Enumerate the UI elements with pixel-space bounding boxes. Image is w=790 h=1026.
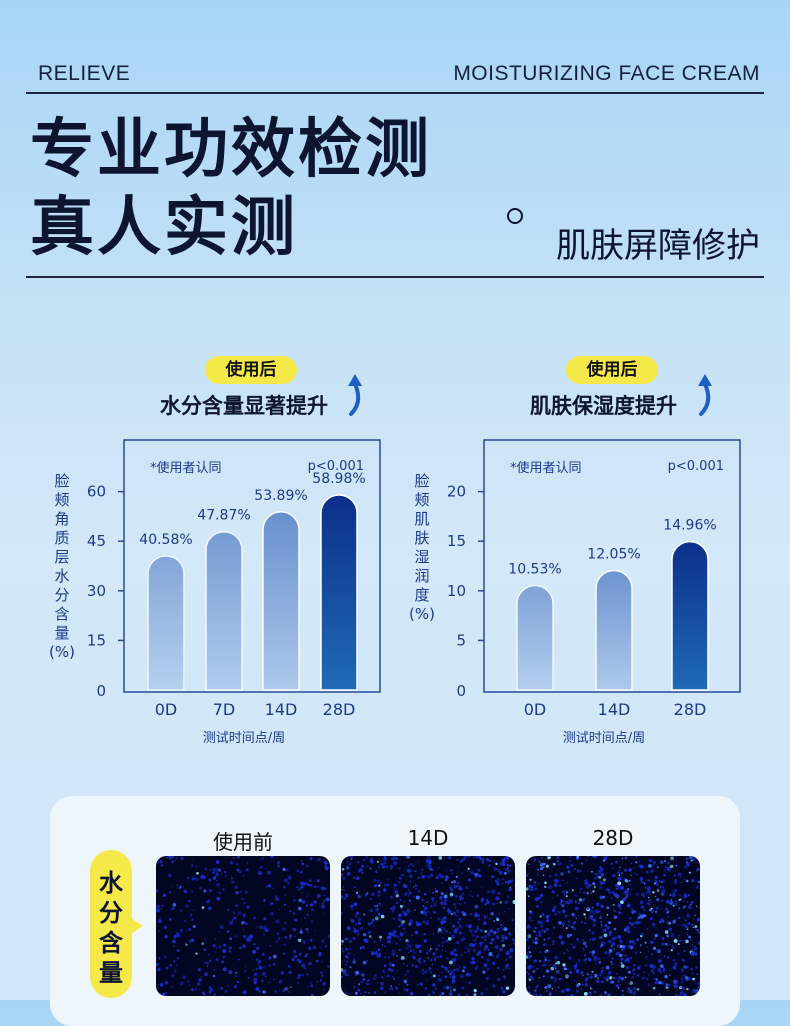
p-value: p<0.001 (308, 459, 364, 474)
bar (671, 540, 709, 691)
speckle-texture (526, 856, 700, 996)
x-tick-label: 7D (213, 700, 236, 719)
y-tick-label: 45 (87, 532, 106, 550)
x-tick-label: 28D (323, 700, 356, 719)
y-tick-label: 15 (447, 532, 466, 550)
x-tick-label: 14D (265, 700, 298, 719)
y-axis-label-char: 含 (54, 605, 69, 623)
subtitle: 肌肤屏障修护 (556, 226, 760, 266)
y-axis-label-char: 颊 (414, 491, 429, 509)
y-tick-label: 0 (96, 682, 106, 700)
before-micrograph (156, 856, 330, 996)
bar (262, 511, 300, 691)
y-axis-label-char: 量 (54, 624, 69, 642)
day14-label: 14D (407, 826, 449, 850)
day14-micrograph (341, 856, 515, 996)
y-tick-label: 15 (87, 631, 106, 649)
y-axis-label-char: (%) (409, 605, 435, 623)
bar (595, 569, 633, 691)
top-rule (26, 92, 764, 94)
y-tick-label: 5 (456, 631, 466, 649)
x-tick-label: 0D (524, 700, 547, 719)
product-label: MOISTURIZING FACE CREAM (453, 62, 760, 85)
x-tick-label: 0D (155, 700, 178, 719)
side-label-pill (90, 850, 132, 998)
y-tick-label: 10 (447, 582, 466, 600)
side-label: 水分含量 (99, 869, 123, 987)
bar-value-label: 10.53% (508, 562, 561, 578)
speckle-texture (156, 856, 330, 996)
after-use-badge: 使用后 (205, 356, 297, 384)
after-use-badge-2: 使用后 (566, 356, 658, 384)
headline-line2: 真人实测 (30, 191, 298, 265)
user-note: *使用者认同 (150, 460, 222, 476)
chart1-claim: 水分含量显著提升 (160, 394, 328, 418)
y-axis-label-char: 脸 (414, 472, 429, 490)
x-tick-label: 28D (674, 700, 707, 719)
bar-value-label: 40.58% (139, 532, 192, 548)
y-axis-label-char: 肌 (414, 510, 429, 528)
bar (147, 555, 185, 691)
y-axis-label-char: 肤 (414, 529, 429, 547)
y-axis-label-char: 水 (54, 567, 69, 585)
day28-label: 28D (592, 826, 634, 850)
headline-line1: 专业功效检测 (30, 113, 432, 187)
y-axis-label-char: 层 (54, 548, 69, 566)
up-arrow-icon (348, 374, 362, 416)
p-value: p<0.001 (668, 459, 724, 474)
y-axis-label-char: 分 (54, 586, 69, 604)
y-axis-label-char: 质 (54, 529, 69, 547)
bar-value-label: 12.05% (587, 546, 640, 562)
y-axis-label-char: 度 (414, 586, 429, 604)
y-axis-label-char: (%) (49, 643, 75, 661)
chart2-claim: 肌肤保湿度提升 (530, 394, 677, 418)
y-axis-label-char: 角 (54, 510, 69, 528)
chart-frame (483, 439, 741, 693)
bar-value-label: 58.98% (312, 471, 365, 487)
bar (320, 494, 358, 691)
y-axis-label-char: 颊 (54, 491, 69, 509)
user-note: *使用者认同 (510, 460, 582, 476)
y-axis-label-char: 脸 (54, 472, 69, 490)
y-axis-label-char: 润 (414, 567, 429, 585)
y-tick-label: 60 (87, 483, 106, 501)
bar-value-label: 47.87% (197, 508, 250, 524)
x-axis-label: 测试时间点/周 (563, 731, 645, 746)
bar (205, 530, 243, 691)
chart-frame (123, 439, 381, 693)
y-axis-label-char: 湿 (414, 548, 429, 566)
degree-dot-icon (507, 208, 523, 224)
bottom-rule (26, 276, 764, 278)
y-tick-label: 20 (447, 483, 466, 501)
before-label: 使用前 (213, 830, 273, 854)
x-axis-label: 测试时间点/周 (203, 731, 285, 746)
brand-label: RELIEVE (38, 62, 131, 85)
bar-value-label: 53.89% (254, 488, 307, 504)
bar-value-label: 14.96% (663, 518, 716, 534)
speckle-texture (341, 856, 515, 996)
y-tick-label: 30 (87, 582, 106, 600)
side-pointer-icon (131, 918, 143, 934)
up-arrow-icon-2 (698, 374, 712, 416)
day28-micrograph (526, 856, 700, 996)
y-tick-label: 0 (456, 682, 466, 700)
bar (516, 584, 554, 691)
x-tick-label: 14D (598, 700, 631, 719)
